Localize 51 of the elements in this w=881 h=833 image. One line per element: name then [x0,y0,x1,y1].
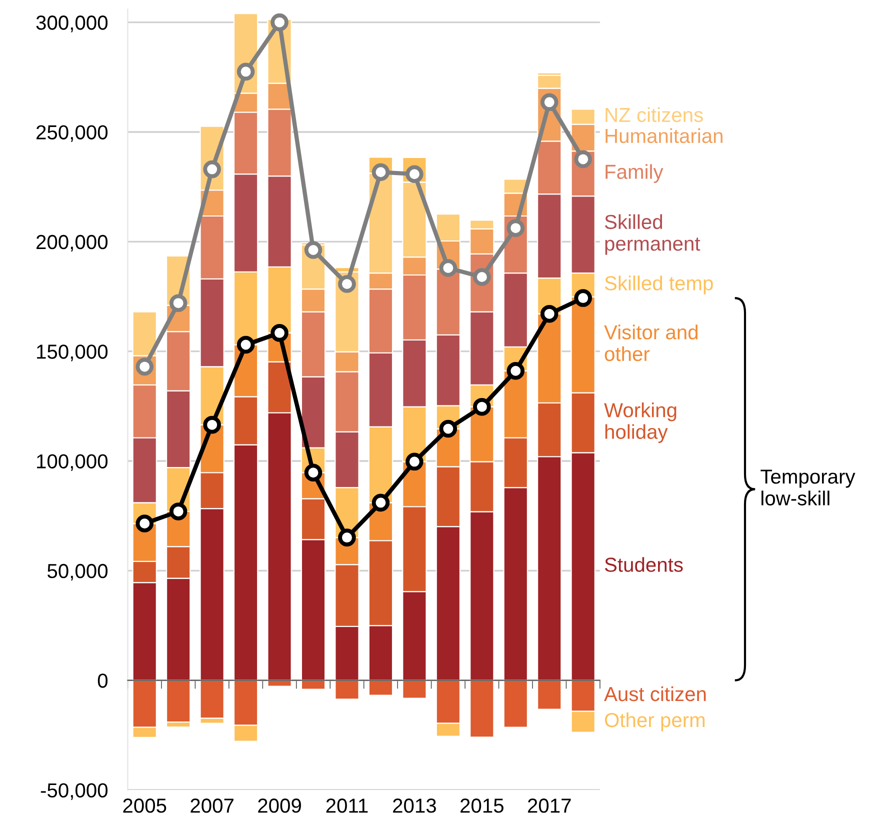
x-tick-label: 2013 [393,798,436,813]
point [169,294,188,312]
text: Temporary low-skill [760,470,856,506]
series-label: Students [604,557,683,572]
series-label: Aust citizen [604,686,706,702]
series-label: Humanitarian [606,128,722,144]
point [203,160,221,178]
y-tick-label: 150,000 [37,344,108,362]
point [270,13,288,32]
series-label: NZ citizens [606,107,703,122]
point [540,93,558,112]
y-tick-label: -50,000 [40,783,108,800]
x-tick-label: 2005 [123,798,166,813]
point [304,464,322,482]
y-tick-label: 200,000 [36,234,108,252]
y-tick-label: 250,000 [36,125,108,142]
point [473,398,491,416]
series-label: Family [606,164,664,183]
point [574,289,592,307]
y-tick-label: 300,000 [36,16,108,32]
series-label: Other perm [604,712,705,732]
point [439,259,458,277]
series-label: Skilled temp [604,276,713,294]
point [304,241,322,259]
y-tick-label: 50,000 [48,564,108,581]
point [236,336,255,354]
x-tick-label: 2011 [326,798,368,813]
point [439,420,458,438]
point [406,452,424,471]
point [338,275,356,293]
point [372,494,390,512]
x-tick-label: 2017 [528,798,571,813]
point [372,163,390,182]
y-tick-label: 100,000 [37,454,108,471]
point [506,219,525,237]
y-tick-label: 0 [98,674,108,688]
point [136,514,154,532]
series-label: Skilled permanent [604,214,700,255]
point [574,150,592,168]
point [506,362,525,380]
point [203,416,221,434]
point [236,62,255,81]
x-tick-label: 2015 [460,798,504,813]
point [540,304,558,323]
point [169,502,188,520]
x-tick-label: 2007 [190,798,234,813]
series-label: Working holiday [604,402,676,443]
x-tick-label: 2009 [258,798,301,813]
point [270,324,288,342]
point [338,528,356,546]
series-label: Visitor and other [604,324,698,362]
